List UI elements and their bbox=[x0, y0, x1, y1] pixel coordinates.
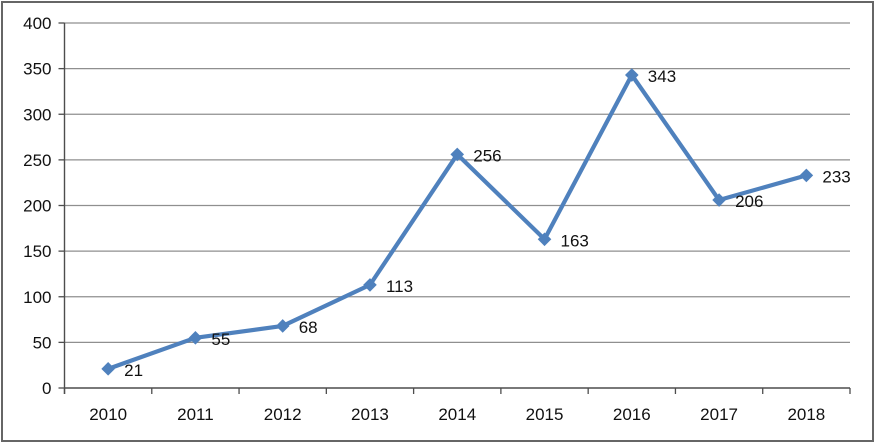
y-axis-label-0: 0 bbox=[42, 379, 51, 398]
gridlines bbox=[64, 22, 850, 343]
data-point-marker-2017 bbox=[712, 193, 726, 207]
x-axis-tick-labels: 2010 2011 2012 2013 2014 2015 2016 2017 2018 bbox=[89, 405, 825, 424]
series-line bbox=[106, 72, 809, 371]
data-point-marker-2014 bbox=[450, 147, 465, 162]
y-axis-label-300: 300 bbox=[23, 105, 51, 124]
x-axis-label-2013: 2013 bbox=[351, 405, 389, 424]
data-point-marker-2012 bbox=[275, 319, 290, 333]
data-point-marker-2015 bbox=[537, 232, 552, 247]
y-axis-label-100: 100 bbox=[23, 288, 51, 307]
data-label-2018: 233 bbox=[822, 167, 850, 186]
data-point-marker-2011 bbox=[188, 331, 203, 345]
x-axis-label-2014: 2014 bbox=[438, 405, 476, 424]
y-axis-label-200: 200 bbox=[23, 197, 51, 216]
data-point-marker-2016 bbox=[625, 68, 639, 82]
y-axis-label-350: 350 bbox=[23, 60, 51, 79]
data-label-2014: 256 bbox=[473, 146, 501, 165]
data-point-markers bbox=[101, 68, 814, 376]
data-point-marker-2018 bbox=[799, 168, 814, 183]
x-axis-label-2012: 2012 bbox=[264, 405, 302, 424]
data-labels: 21 55 68 113 256 163 343 206 233 bbox=[124, 67, 851, 380]
y-axis-label-150: 150 bbox=[23, 242, 51, 261]
data-label-2011: 55 bbox=[211, 330, 230, 349]
x-axis-label-2017: 2017 bbox=[700, 405, 738, 424]
y-axis-label-50: 50 bbox=[33, 333, 52, 352]
data-label-2016: 343 bbox=[648, 67, 676, 86]
x-axis-label-2018: 2018 bbox=[787, 405, 825, 424]
y-axis-label-400: 400 bbox=[23, 14, 51, 33]
y-axis-tick-labels: 0 50 100 150 200 250 300 350 400 bbox=[23, 14, 51, 398]
data-point-marker-2010 bbox=[101, 362, 115, 376]
y-axis-label-250: 250 bbox=[23, 151, 51, 170]
x-axis-label-2011: 2011 bbox=[177, 405, 214, 424]
data-label-2012: 68 bbox=[299, 318, 318, 337]
x-axis-label-2016: 2016 bbox=[613, 405, 651, 424]
x-axis-label-2015: 2015 bbox=[526, 405, 564, 424]
data-point-marker-2013 bbox=[363, 278, 377, 292]
data-label-2013: 113 bbox=[386, 277, 413, 296]
axes bbox=[58, 22, 851, 394]
data-label-2017: 206 bbox=[735, 192, 763, 211]
x-axis-label-2010: 2010 bbox=[89, 405, 127, 424]
data-label-2015: 163 bbox=[561, 231, 589, 250]
series-polyline bbox=[106, 72, 809, 371]
data-label-2010: 21 bbox=[124, 361, 143, 380]
